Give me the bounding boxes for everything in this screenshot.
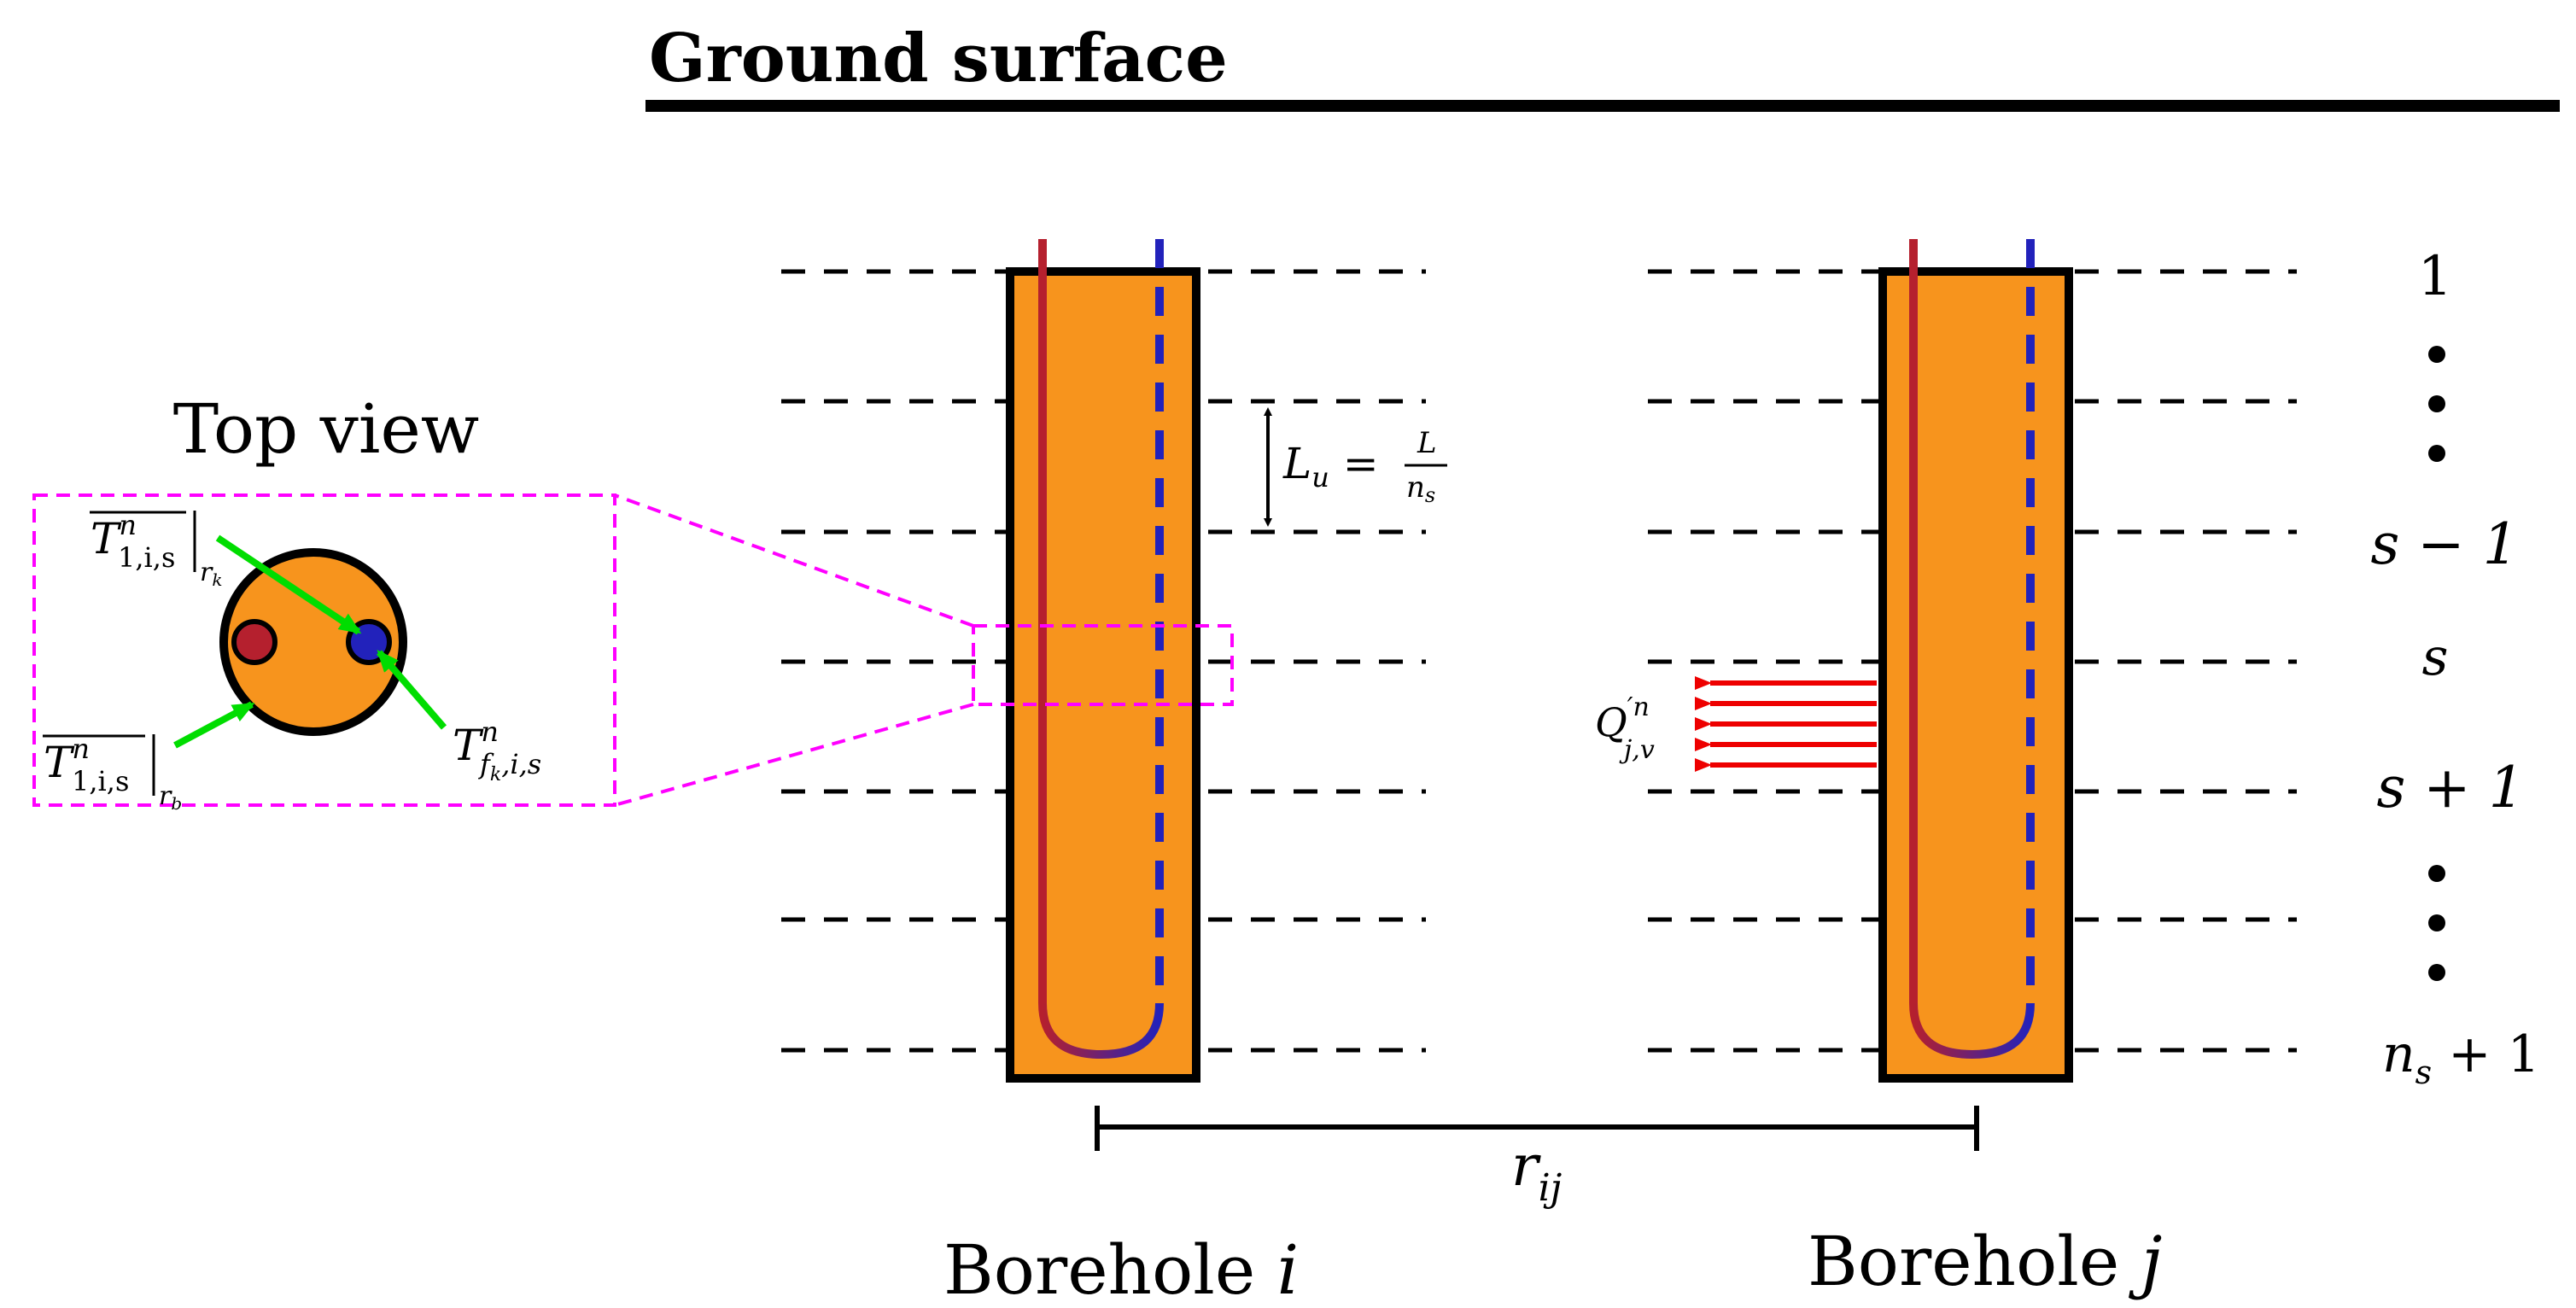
heat-flux-arrows (1695, 676, 1877, 772)
zoom-region (972, 624, 1234, 706)
segment-length-annotation: Lu = L ns (1264, 407, 1447, 527)
pointer-arrow (215, 534, 362, 635)
u-bend (1038, 1002, 1164, 1060)
segment-label-s-plus-1: s + 1 (2376, 755, 2524, 820)
temperature-label-rk: Tn 1,i,s (91, 509, 175, 574)
top-view-inset: Top view Tn 1,i,s rk Tn 1,i,s rb Tn fk,i,s (32, 389, 616, 814)
segment-label-last: ns + 1 (2382, 1025, 2540, 1091)
temperature-label-rb: Tn 1,i,s (44, 733, 129, 797)
distance-label: rij (1511, 1133, 1562, 1210)
borehole-j (1878, 239, 2073, 1083)
inlet-pipe-cross-section (231, 619, 277, 665)
ground-surface-title: Ground surface (649, 20, 1228, 97)
segment-length-numerator: L (1417, 426, 1437, 460)
borehole-i (1006, 239, 1200, 1083)
zoom-connector-top (614, 493, 974, 628)
u-bend (1909, 1002, 2035, 1060)
segment-length-denominator: ns (1406, 470, 1435, 507)
evaluation-point-rb: rb (159, 781, 182, 814)
borehole-grout (1006, 267, 1200, 1083)
ellipsis-dot (2428, 964, 2445, 981)
borehole-cross-section (219, 548, 407, 736)
segment-label-first: 1 (2418, 245, 2453, 308)
pointer-arrow (173, 701, 255, 749)
heat-flux-label: Q′n j,v (1595, 692, 1655, 765)
segment-length-lhs: Lu = (1282, 439, 1379, 493)
ellipsis-dot (2428, 395, 2445, 412)
ellipsis-dot (2428, 346, 2445, 363)
evaluation-point-rk: rk (200, 558, 222, 590)
fluid-temperature-label: Tn fk,i,s (453, 715, 541, 785)
ellipsis-dot (2428, 914, 2445, 931)
zoom-indicator (614, 493, 1234, 807)
borehole-i-label: Borehole i (943, 1230, 1299, 1308)
segment-label-s: s (2422, 628, 2449, 687)
zoom-connector-bottom (614, 703, 974, 807)
ground-surface: Ground surface (645, 20, 2560, 112)
pointer-arrow (376, 649, 447, 730)
top-view-frame (32, 493, 616, 807)
segment-label-s-minus-1: s − 1 (2370, 511, 2518, 577)
borehole-distance: rij (1095, 1106, 1979, 1210)
ellipsis-dot (2428, 445, 2445, 462)
top-view-title: Top view (173, 389, 480, 469)
borehole-j-label: Borehole j (1808, 1222, 2162, 1301)
segment-numbering: 1 s − 1 s s + 1 ns + 1 (2370, 245, 2539, 1091)
ellipsis-dot (2428, 865, 2445, 882)
